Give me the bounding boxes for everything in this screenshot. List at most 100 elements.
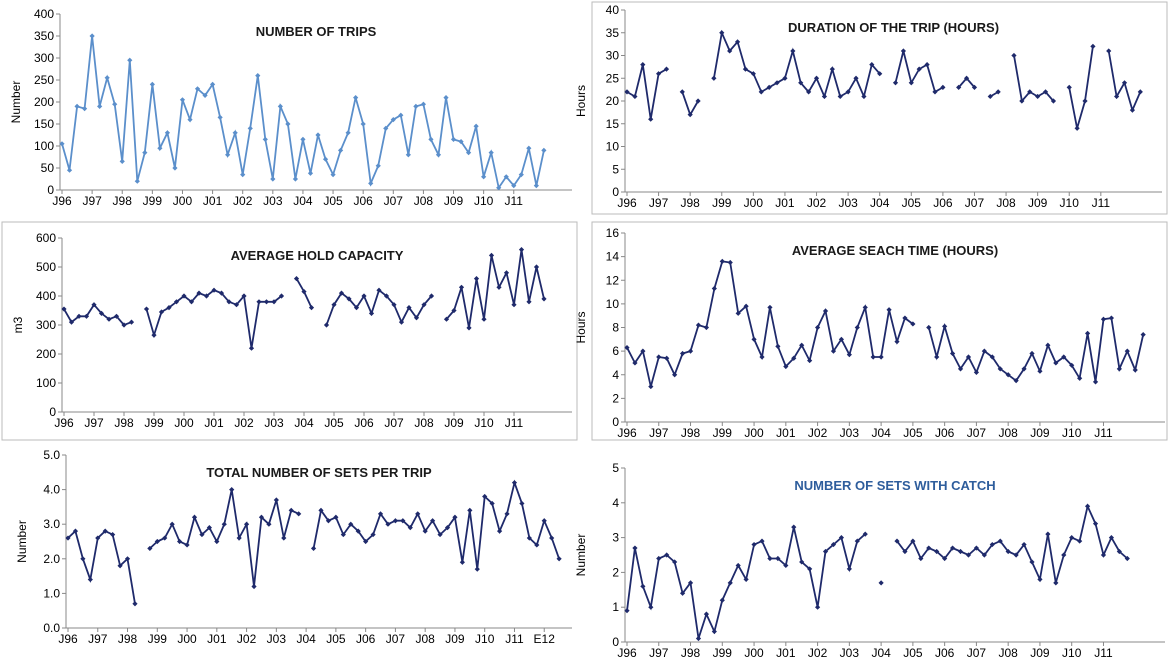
data-point xyxy=(72,528,79,534)
data-point xyxy=(533,183,539,189)
x-tick-label: J06 xyxy=(935,426,955,440)
x-tick-label: J96 xyxy=(54,416,74,430)
data-point xyxy=(846,352,852,358)
x-tick-label: J03 xyxy=(840,646,860,660)
data-point xyxy=(331,302,337,308)
x-tick-label: J04 xyxy=(294,416,314,430)
data-point xyxy=(132,601,138,607)
y-tick-label: 12 xyxy=(606,273,620,287)
data-point xyxy=(87,576,93,583)
x-tick-label: J10 xyxy=(474,194,494,208)
x-tick-label: J08 xyxy=(998,646,1018,660)
x-tick-label: J03 xyxy=(264,416,284,430)
data-point xyxy=(337,147,344,153)
x-tick-label: J00 xyxy=(174,416,194,430)
data-point xyxy=(1137,89,1143,95)
data-point xyxy=(444,525,451,531)
x-tick-label: J05 xyxy=(903,426,923,440)
data-point xyxy=(648,116,654,122)
data-point xyxy=(481,316,487,322)
data-point xyxy=(518,172,524,178)
x-tick-label: J11 xyxy=(505,632,524,646)
data-point xyxy=(549,535,555,541)
x-tick-label: J97 xyxy=(88,632,108,646)
data-point xyxy=(376,287,382,293)
x-tick-label: J99 xyxy=(712,196,732,210)
data-point xyxy=(799,559,805,565)
data-point xyxy=(398,112,404,118)
data-point xyxy=(924,62,930,68)
data-point xyxy=(1061,354,1067,360)
y-tick-label: 0.0 xyxy=(43,621,60,635)
x-tick-label: J09 xyxy=(1030,646,1050,660)
data-point xyxy=(65,535,71,541)
data-point xyxy=(1013,552,1019,558)
data-point xyxy=(1061,552,1067,558)
data-point xyxy=(368,180,374,186)
data-point xyxy=(910,538,916,544)
data-point xyxy=(262,136,268,142)
data-point xyxy=(695,635,702,642)
data-point xyxy=(886,307,892,313)
data-point xyxy=(533,264,540,270)
data-point xyxy=(173,299,180,305)
data-point xyxy=(854,538,860,544)
chart-frame xyxy=(591,1,1168,215)
data-point xyxy=(814,604,821,610)
y-axis-label: Hours xyxy=(574,85,588,117)
chart-title: NUMBER OF SETS WITH CATCH xyxy=(794,478,995,493)
data-point xyxy=(59,141,65,147)
data-point xyxy=(664,355,670,361)
data-point xyxy=(375,163,381,169)
data-point xyxy=(973,369,980,375)
data-point xyxy=(1077,375,1083,381)
y-tick-label: 250 xyxy=(34,73,54,87)
data-point xyxy=(465,150,472,156)
data-point xyxy=(908,80,914,86)
data-point xyxy=(119,158,125,164)
data-point xyxy=(942,555,948,562)
x-tick-label: J06 xyxy=(935,646,955,660)
x-tick-label: J10 xyxy=(474,416,494,430)
data-point xyxy=(333,514,339,520)
data-point xyxy=(240,172,246,178)
data-point xyxy=(318,507,324,513)
data-point xyxy=(162,535,168,541)
data-point xyxy=(1140,331,1146,338)
x-tick-label: J99 xyxy=(143,194,163,208)
chart-title: NUMBER OF TRIPS xyxy=(256,24,377,39)
data-point xyxy=(188,299,195,305)
x-tick-label: J04 xyxy=(296,632,316,646)
data-point xyxy=(1108,315,1115,321)
data-point xyxy=(74,103,80,109)
data-point xyxy=(353,95,359,101)
x-tick-label: J07 xyxy=(967,426,987,440)
y-tick-label: 20 xyxy=(606,94,620,108)
data-point xyxy=(957,366,964,372)
data-point xyxy=(830,348,837,354)
chart-title: AVERAGE HOLD CAPACITY xyxy=(231,248,404,263)
data-point xyxy=(727,259,733,266)
data-point xyxy=(894,538,900,544)
x-tick-label: J06 xyxy=(354,416,374,430)
x-tick-label: J03 xyxy=(267,632,287,646)
data-point xyxy=(1027,89,1033,95)
data-point xyxy=(323,322,330,328)
data-point xyxy=(355,528,361,534)
data-point xyxy=(632,545,638,551)
data-point xyxy=(134,178,140,184)
data-point xyxy=(415,511,421,517)
data-point xyxy=(1069,362,1075,368)
data-point xyxy=(458,284,465,290)
data-point xyxy=(473,123,479,129)
data-point xyxy=(759,354,765,360)
data-point xyxy=(206,525,212,531)
data-point xyxy=(949,350,956,357)
data-point xyxy=(247,125,253,131)
data-point xyxy=(511,183,517,189)
data-point xyxy=(751,541,757,548)
data-point xyxy=(345,130,351,136)
data-point xyxy=(511,302,517,308)
data-point xyxy=(89,33,95,39)
x-tick-label: J01 xyxy=(207,632,227,646)
